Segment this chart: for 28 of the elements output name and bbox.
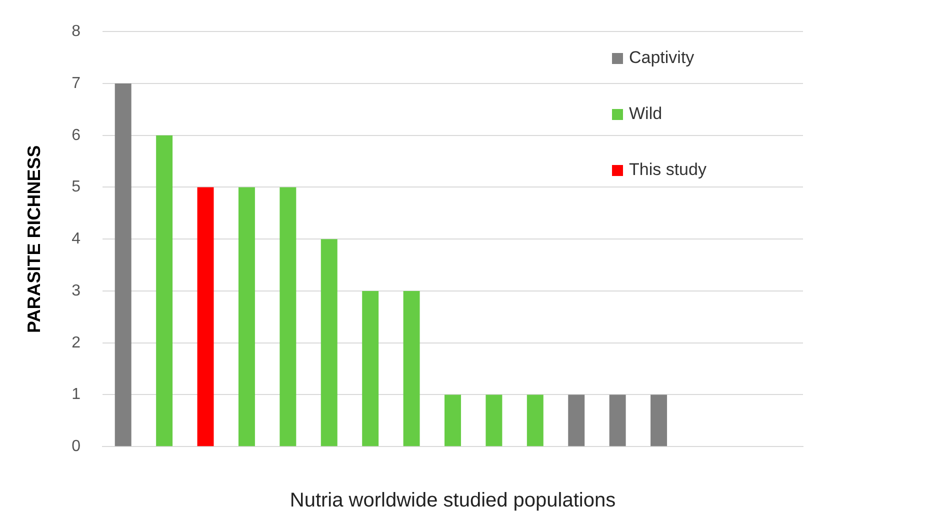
y-tick-label: 2 (72, 334, 81, 352)
legend-label: Wild (629, 104, 662, 124)
bar (568, 394, 585, 446)
bar (114, 83, 132, 446)
y-tick-label: 8 (72, 23, 81, 40)
y-tick-label: 0 (72, 438, 81, 456)
bar (403, 290, 420, 446)
y-tick-label: 4 (72, 230, 81, 248)
bar (280, 187, 296, 446)
bar (362, 290, 379, 446)
y-tick-label: 7 (72, 74, 81, 92)
y-tick-label: 3 (72, 282, 81, 300)
bar (444, 394, 461, 446)
legend-label: This study (629, 160, 706, 180)
bar (197, 187, 214, 446)
bar (609, 394, 626, 446)
bar (156, 135, 173, 446)
bar (320, 239, 338, 446)
y-tick-label: 1 (72, 386, 81, 404)
legend-label: Captivity (629, 48, 694, 68)
y-axis-title: PARASITE RICHNESS (24, 145, 44, 333)
y-tick-label: 6 (72, 126, 81, 144)
bar (238, 187, 255, 446)
y-tick-label: 5 (72, 178, 81, 196)
bar (526, 394, 544, 446)
bar (486, 394, 502, 446)
x-axis-title: Nutria worldwide studied populations (290, 490, 616, 512)
bar (650, 394, 668, 446)
